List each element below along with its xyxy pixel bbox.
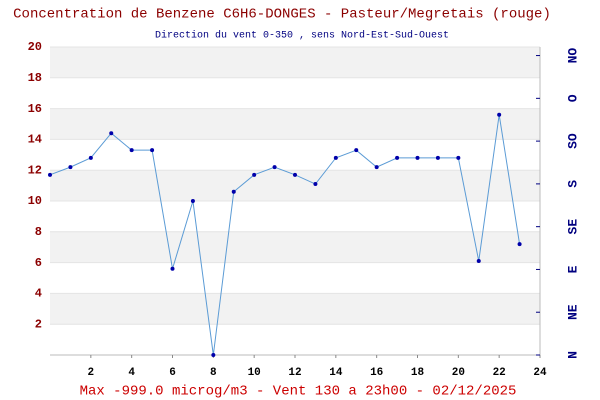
band — [50, 47, 540, 78]
point — [68, 165, 73, 170]
point — [395, 155, 400, 160]
y-tick-label: 18 — [28, 71, 42, 85]
band — [50, 293, 540, 325]
y-tick-label: 4 — [35, 287, 42, 301]
band — [50, 108, 540, 140]
point — [497, 112, 502, 117]
x-tick-label: 22 — [493, 367, 506, 379]
y2-tick-label: SE — [565, 219, 580, 235]
y2-tick-label: O — [565, 94, 580, 102]
point — [435, 155, 440, 160]
x-tick-label: 10 — [248, 367, 261, 379]
point — [252, 172, 257, 177]
y2-tick-label: NE — [565, 304, 580, 320]
chart-subtitle: Direction du vent 0-350 , sens Nord-Est-… — [155, 30, 449, 42]
point — [150, 148, 155, 153]
y-tick-label: 6 — [35, 256, 42, 270]
point — [354, 148, 359, 153]
point — [272, 165, 277, 170]
y2-tick-label: SO — [565, 133, 580, 149]
point — [333, 155, 338, 160]
x-tick-label: 4 — [128, 367, 135, 379]
y-tick-label: 14 — [28, 133, 42, 147]
point — [456, 155, 461, 160]
point — [374, 165, 379, 170]
y2-tick-label: NO — [565, 48, 580, 64]
x-tick-label: 2 — [88, 367, 95, 379]
x-tick-label: 24 — [533, 367, 547, 379]
chart-footer: Max -999.0 microg/m3 - Vent 130 a 23h00 … — [80, 384, 517, 400]
y2-tick-label: N — [565, 351, 580, 359]
y-tick-label: 20 — [28, 40, 42, 54]
y-tick-label: 12 — [28, 163, 42, 177]
point — [129, 148, 134, 153]
x-tick-label: 14 — [329, 367, 343, 379]
point — [170, 266, 175, 271]
band — [50, 231, 540, 263]
x-tick-label: 6 — [169, 367, 176, 379]
x-tick-label: 20 — [452, 367, 465, 379]
point — [109, 131, 114, 136]
y2-tick-label: S — [565, 180, 580, 188]
point — [48, 172, 52, 177]
y-tick-label: 8 — [35, 225, 42, 239]
point — [415, 155, 420, 160]
point — [88, 155, 93, 160]
point — [517, 242, 522, 247]
y2-tick-label: E — [565, 265, 580, 273]
point — [190, 199, 195, 203]
y-tick-label: 16 — [28, 102, 42, 116]
y-tick-label: 2 — [35, 317, 42, 331]
point — [476, 259, 481, 264]
x-tick-label: 8 — [210, 367, 217, 379]
series-line — [49, 114, 521, 356]
point — [231, 189, 236, 194]
point — [313, 182, 318, 187]
chart-title: Concentration de Benzene C6H6-DONGES - P… — [13, 7, 551, 23]
x-tick-label: 16 — [370, 367, 383, 379]
y-tick-label: 10 — [28, 194, 42, 208]
point — [211, 353, 216, 357]
x-tick-label: 18 — [411, 367, 425, 379]
point — [293, 172, 297, 177]
x-tick-label: 12 — [288, 367, 301, 379]
